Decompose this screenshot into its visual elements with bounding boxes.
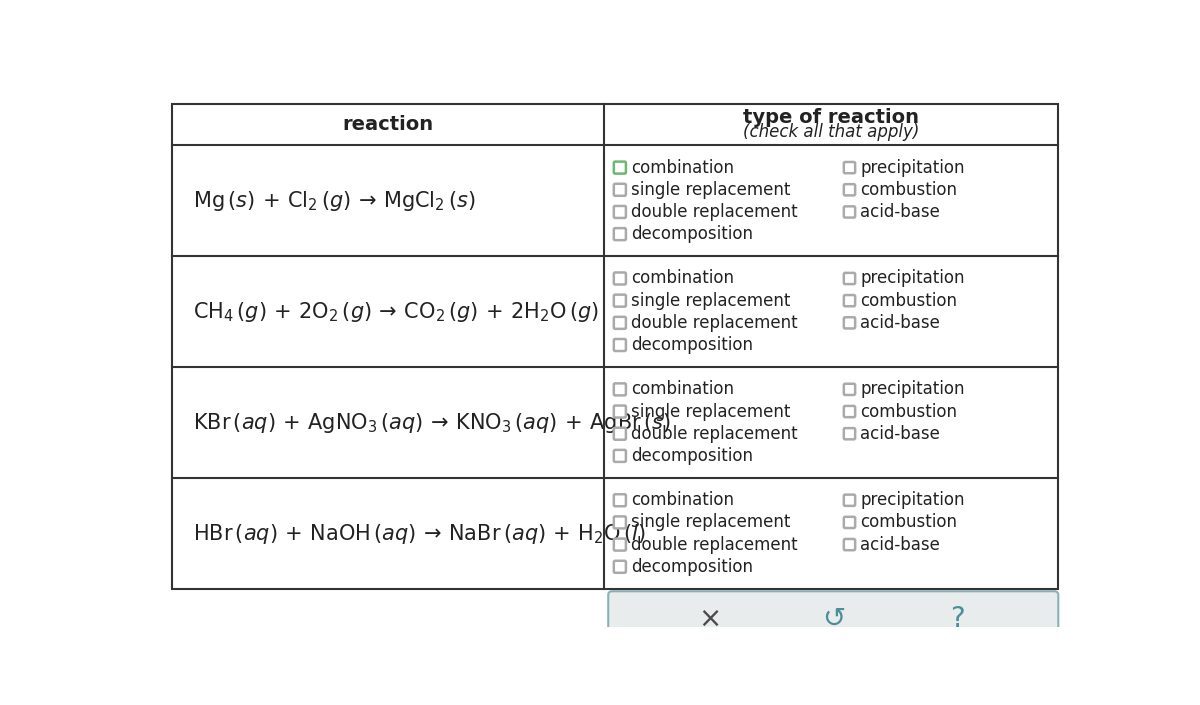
Text: single replacement: single replacement [631, 513, 790, 532]
Text: double replacement: double replacement [631, 536, 797, 553]
Text: single replacement: single replacement [631, 180, 790, 199]
FancyBboxPatch shape [614, 428, 626, 440]
Text: ?: ? [949, 605, 965, 633]
FancyBboxPatch shape [614, 539, 626, 551]
Text: combustion: combustion [860, 513, 958, 532]
Text: combination: combination [631, 159, 733, 177]
FancyBboxPatch shape [614, 161, 626, 173]
Text: decomposition: decomposition [631, 447, 752, 465]
Text: ↺: ↺ [822, 605, 845, 633]
Text: precipitation: precipitation [860, 159, 965, 177]
FancyBboxPatch shape [614, 295, 626, 307]
Text: combustion: combustion [860, 180, 958, 199]
Text: acid-base: acid-base [860, 314, 941, 332]
FancyBboxPatch shape [844, 317, 856, 329]
FancyBboxPatch shape [614, 384, 626, 396]
Text: precipitation: precipitation [860, 491, 965, 509]
FancyBboxPatch shape [844, 384, 856, 395]
Text: $\mathrm{Mg}\,(s)\,+\,\mathrm{Cl_2}\,(g)\,\rightarrow\,\mathrm{MgCl_2}\,(s)$: $\mathrm{Mg}\,(s)\,+\,\mathrm{Cl_2}\,(g)… [193, 189, 476, 213]
FancyBboxPatch shape [614, 494, 626, 506]
FancyBboxPatch shape [844, 539, 856, 550]
Text: combination: combination [631, 491, 733, 509]
Text: double replacement: double replacement [631, 203, 797, 221]
Text: precipitation: precipitation [860, 381, 965, 398]
Text: combustion: combustion [860, 292, 958, 309]
Text: single replacement: single replacement [631, 403, 790, 421]
FancyBboxPatch shape [844, 406, 856, 417]
FancyBboxPatch shape [614, 228, 626, 240]
FancyBboxPatch shape [844, 207, 856, 218]
FancyBboxPatch shape [614, 517, 626, 529]
Text: acid-base: acid-base [860, 536, 941, 553]
Text: double replacement: double replacement [631, 314, 797, 332]
FancyBboxPatch shape [844, 184, 856, 195]
FancyBboxPatch shape [614, 184, 626, 196]
FancyBboxPatch shape [614, 317, 626, 329]
Text: acid-base: acid-base [860, 203, 941, 221]
Text: combination: combination [631, 381, 733, 398]
Text: decomposition: decomposition [631, 558, 752, 576]
FancyBboxPatch shape [608, 591, 1058, 646]
Text: reaction: reaction [342, 115, 433, 134]
Text: precipitation: precipitation [860, 269, 965, 288]
Text: (check all that apply): (check all that apply) [743, 123, 919, 141]
Text: decomposition: decomposition [631, 225, 752, 243]
Text: double replacement: double replacement [631, 424, 797, 443]
FancyBboxPatch shape [844, 495, 856, 506]
Text: $\mathrm{HBr}\,(aq)\,+\,\mathrm{NaOH}\,(aq)\,\rightarrow\,\mathrm{NaBr}\,(aq)\,+: $\mathrm{HBr}\,(aq)\,+\,\mathrm{NaOH}\,(… [193, 522, 646, 546]
Text: combination: combination [631, 269, 733, 288]
FancyBboxPatch shape [614, 272, 626, 285]
FancyBboxPatch shape [614, 206, 626, 218]
Text: type of reaction: type of reaction [743, 108, 919, 127]
FancyBboxPatch shape [614, 339, 626, 351]
FancyBboxPatch shape [844, 295, 856, 306]
Text: ×: × [697, 605, 721, 633]
FancyBboxPatch shape [614, 405, 626, 417]
FancyBboxPatch shape [844, 517, 856, 528]
Text: single replacement: single replacement [631, 292, 790, 309]
Text: acid-base: acid-base [860, 424, 941, 443]
Text: $\mathrm{KBr}\,(aq)\,+\,\mathrm{AgNO_3}\,(aq)\,\rightarrow\,\mathrm{KNO_3}\,(aq): $\mathrm{KBr}\,(aq)\,+\,\mathrm{AgNO_3}\… [193, 410, 671, 434]
Bar [172, 104, 1058, 589]
Text: decomposition: decomposition [631, 336, 752, 354]
Text: combustion: combustion [860, 403, 958, 421]
FancyBboxPatch shape [844, 428, 856, 439]
FancyBboxPatch shape [844, 162, 856, 173]
FancyBboxPatch shape [614, 450, 626, 462]
Text: $\mathrm{CH_4}\,(g)\,+\,2\mathrm{O_2}\,(g)\,\rightarrow\,\mathrm{CO_2}\,(g)\,+\,: $\mathrm{CH_4}\,(g)\,+\,2\mathrm{O_2}\,(… [193, 300, 599, 324]
FancyBboxPatch shape [614, 560, 626, 572]
FancyBboxPatch shape [844, 273, 856, 284]
